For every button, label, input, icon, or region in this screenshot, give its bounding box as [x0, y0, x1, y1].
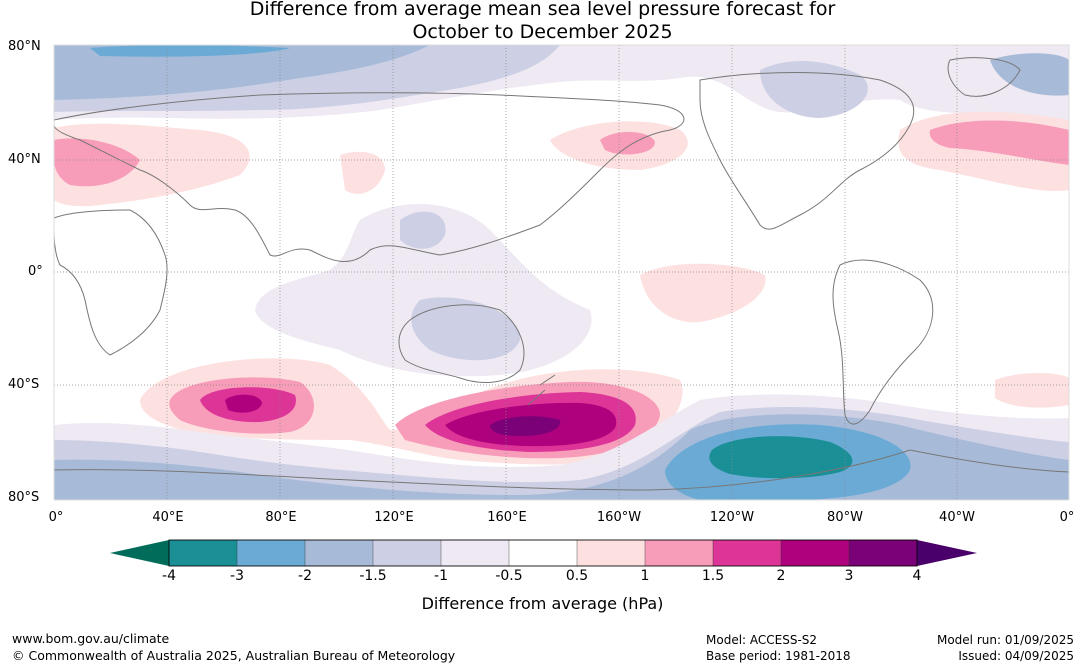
lat-label-80n: 80°N — [8, 39, 41, 54]
s-atlantic-positive-area — [995, 373, 1069, 408]
map-title-line-1: Difference from average mean sea level p… — [249, 0, 836, 20]
lon-label-160e: 160°E — [487, 510, 527, 525]
lon-label-80e: 80°E — [265, 510, 297, 525]
map-title-line-2: October to December 2025 — [412, 21, 673, 43]
s-indian-positive-area-3 — [225, 394, 262, 413]
model-run-text: Model run: 01/09/2025 — [936, 633, 1074, 647]
colorbar-tick-label: 1.5 — [701, 568, 725, 584]
coast-antarctica — [54, 449, 1069, 491]
lon-label-80w: 80°W — [827, 510, 863, 525]
lon-label-0-east: 0° — [1059, 510, 1075, 525]
graticule — [54, 45, 1069, 500]
colorbar-extend-low — [110, 540, 169, 566]
australia-negative-area-1 — [411, 297, 520, 361]
colorbar — [110, 539, 977, 567]
colorbar-cell — [440, 539, 510, 567]
lat-label-40s: 40°S — [8, 377, 40, 392]
arctic-negative-area-3 — [90, 45, 290, 57]
base-period-text: Base period: 1981-2018 — [706, 649, 851, 663]
colorbar-cell — [236, 539, 306, 567]
colorbar-cell — [304, 539, 374, 567]
colorbar-tick-label: 3 — [844, 568, 854, 584]
colorbar-tick-label: -1 — [434, 568, 448, 584]
coast-north-america — [699, 72, 915, 230]
colorbar-tick-label: -3 — [230, 568, 244, 584]
colorbar-cell — [712, 539, 782, 567]
colorbar-tick-label: 4 — [912, 568, 922, 584]
colorbar-cell — [644, 539, 714, 567]
colorbar-cell — [508, 539, 578, 567]
amundsen-negative-area-4 — [709, 436, 853, 479]
anomaly-field — [54, 45, 1069, 500]
colorbar-extend-high — [917, 540, 977, 566]
colorbar-tick-label: -0.5 — [495, 568, 523, 584]
n-pacific-positive-area-1 — [600, 131, 655, 155]
lat-label-80s: 80°S — [8, 490, 40, 505]
lat-label-equator: 0° — [28, 264, 43, 279]
colorbar-tick-label: 0.5 — [565, 568, 589, 584]
tasman-positive-area-4 — [490, 416, 561, 436]
colorbar-tick-label: -4 — [162, 568, 176, 584]
colorbar-tick-label: -1.5 — [359, 568, 387, 584]
europe-positive-area-1 — [54, 138, 140, 187]
coastlines — [54, 57, 1069, 491]
coast-australia — [398, 304, 525, 383]
colorbar-cell — [576, 539, 646, 567]
colorbar-cell — [168, 539, 238, 567]
model-text: Model: ACCESS-S2 — [706, 633, 818, 647]
website-text: www.bom.gov.au/climate — [12, 631, 170, 646]
coast-south-america — [832, 259, 934, 425]
coast-new-zealand — [527, 374, 556, 406]
lon-label-120w: 120°W — [709, 510, 755, 525]
colorbar-tick-label: 1 — [640, 568, 650, 584]
colorbar-tick-label: 2 — [776, 568, 786, 584]
coast-eurasia — [54, 92, 685, 263]
colorbar-cell — [848, 539, 918, 567]
e-pacific-positive-area — [640, 263, 766, 323]
colorbar-title: Difference from average (hPa) — [421, 594, 664, 613]
n-atlantic-positive-area-1 — [929, 120, 1069, 165]
colorbar-tick-label: -2 — [298, 568, 312, 584]
asia-positive-area — [340, 151, 385, 194]
arctic-negative-area-1b — [760, 60, 868, 118]
maritime-negative-area-1 — [400, 211, 446, 249]
copyright-text: © Commonwealth of Australia 2025, Austra… — [12, 648, 456, 663]
lon-label-40e: 40°E — [152, 510, 184, 525]
lon-label-120e: 120°E — [374, 510, 414, 525]
arctic-negative-area-2 — [54, 45, 430, 100]
lat-label-40n: 40°N — [8, 152, 41, 167]
coast-africa — [54, 209, 168, 356]
coast-greenland — [947, 57, 1021, 97]
colorbar-cell — [372, 539, 442, 567]
lon-label-0-west: 0° — [48, 510, 64, 525]
lon-label-40w: 40°W — [939, 510, 975, 525]
lon-label-160w: 160°W — [596, 510, 642, 525]
colorbar-cell — [780, 539, 850, 567]
issued-text: Issued: 04/09/2025 — [958, 649, 1074, 663]
greenland-negative-area — [990, 53, 1069, 96]
